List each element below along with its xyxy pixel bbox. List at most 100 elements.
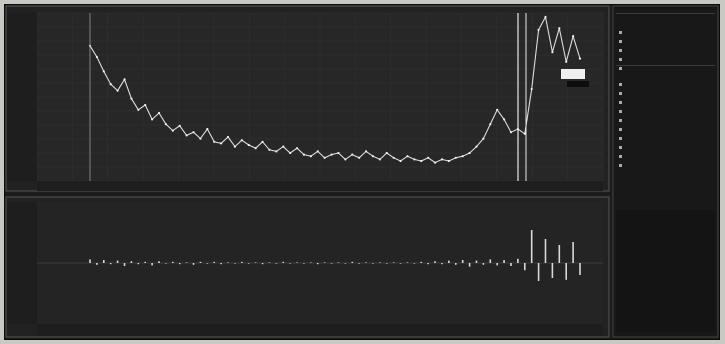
price-point [399,159,402,163]
volume-bar [441,263,443,265]
price-point [475,145,478,148]
volume-bar [434,261,436,263]
panel-section-2-row-bullet [619,92,622,95]
volume-bar [579,263,581,275]
price-point [144,103,147,107]
volume-chart [5,196,610,338]
volume-series [89,230,581,281]
panel-section-1-rows [619,31,622,70]
price-point [440,158,444,161]
price-point [137,108,140,111]
price-point [502,118,506,121]
price-point [295,147,299,150]
panel-section-2-row-bullet [619,101,622,104]
panel-section-2-rows [619,83,622,167]
price-point [151,118,154,121]
price-point [275,150,278,153]
volume-bar [413,263,416,264]
volume-bar [185,262,188,263]
price-point [261,140,264,143]
price-point [378,158,381,161]
price-point [571,35,575,38]
price-chart [5,5,610,192]
price-point [233,145,237,148]
price-point [413,158,416,161]
volume-bar [144,261,147,263]
panel-section-2-row-bullet [619,164,622,167]
price-series [88,15,582,164]
volume-bar [227,262,229,263]
price-point [95,55,99,59]
price-point [406,155,409,158]
price-point [433,161,437,164]
volume-bar [551,263,554,278]
volume-bar [475,260,478,263]
volume-bar [544,239,547,263]
price-point [364,150,368,153]
price-point [454,156,457,159]
price-point [309,155,312,158]
price-point [544,15,547,19]
volume-bar [344,263,347,264]
price-point [268,148,271,151]
price-point [109,83,112,86]
price-point [371,155,375,158]
volume-bar [572,242,574,263]
info-panel-divider-top [616,13,715,14]
price-point [337,151,340,155]
volume-bar [282,261,285,263]
price-point [344,158,347,161]
panel-section-1-row-bullet [619,31,622,34]
volume-bar [503,260,505,263]
panel-section-1-row-bullet [619,67,622,70]
price-point [157,111,161,115]
volume-bar [517,258,519,263]
volume-bar [130,261,133,263]
volume-bar [220,263,222,265]
price-x-axis [37,181,603,191]
volume-bar [109,263,112,265]
volume-bar [468,263,471,267]
volume-bar [358,263,360,264]
volume-bar [427,263,429,265]
volume-bar [496,263,498,266]
volume-bar [303,263,305,264]
volume-y-axis [7,202,37,324]
price-point [496,108,499,111]
panel-section-2-row-bullet [619,137,622,140]
price-point [116,89,119,92]
volume-bar [399,263,402,264]
chart-workspace [5,5,719,338]
price-y-axis [7,13,37,181]
volume-bar [158,261,160,263]
price-point [358,156,361,159]
panel-section-2-row-bullet [619,146,622,149]
volume-bar [178,263,181,265]
price-point [130,97,133,100]
volume-bar [461,260,464,263]
volume-bar [254,262,257,263]
value-tag-dark [567,81,589,87]
panel-section-1-row-bullet [619,40,622,43]
volume-bar [323,262,326,263]
price-point [565,60,568,63]
volume-bar [199,261,202,263]
volume-bar [96,263,98,265]
price-point [537,28,540,31]
volume-bar [523,263,526,271]
price-point [447,159,450,163]
price-point [578,57,582,60]
price-point [392,156,395,159]
price-point [123,78,126,81]
info-panel [612,5,719,338]
volume-bar [489,259,492,263]
volume-bar [316,263,319,265]
price-point [468,151,471,155]
price-point [282,145,285,148]
volume-bar [392,262,395,263]
price-point [351,153,354,156]
volume-bar [558,245,561,263]
price-point [192,131,195,134]
volume-bar [165,263,167,264]
volume-bar [351,261,354,263]
